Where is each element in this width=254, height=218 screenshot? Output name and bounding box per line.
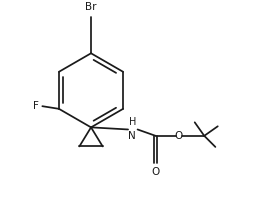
- Text: H: H: [129, 117, 136, 127]
- Text: N: N: [129, 131, 136, 141]
- Text: F: F: [33, 101, 39, 111]
- Text: O: O: [151, 167, 160, 177]
- Text: Br: Br: [85, 2, 97, 12]
- Text: O: O: [175, 131, 183, 141]
